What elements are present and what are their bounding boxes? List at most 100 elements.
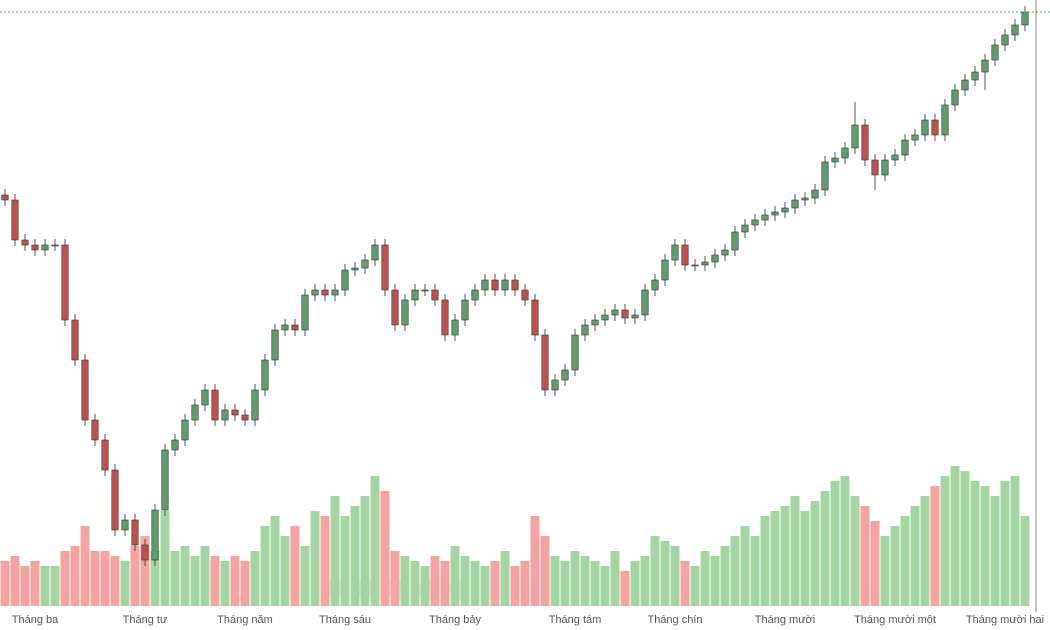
candle-body xyxy=(81,359,89,421)
volume-bar xyxy=(30,561,40,606)
volume-bar xyxy=(600,566,610,606)
candle-body xyxy=(521,289,529,301)
candle-body xyxy=(461,299,469,321)
candle-body xyxy=(51,244,59,247)
volume-bar xyxy=(790,496,800,606)
candle-body xyxy=(1001,34,1009,46)
x-tick-label: Tháng mười xyxy=(755,614,815,626)
candle-body xyxy=(851,124,859,149)
candle-body xyxy=(551,379,559,391)
candle-body xyxy=(71,319,79,361)
candle-body xyxy=(451,319,459,336)
x-tick-label: Tháng chín xyxy=(647,614,702,626)
volume-bar xyxy=(660,541,670,606)
candle-body xyxy=(911,134,919,141)
candle-body xyxy=(791,199,799,209)
candle-body xyxy=(331,289,339,296)
volume-bar xyxy=(10,556,20,606)
candle-body xyxy=(21,239,29,246)
volume-bar xyxy=(870,521,880,606)
volume-bar xyxy=(630,561,640,606)
volume-bar xyxy=(550,556,560,606)
volume-bar xyxy=(250,551,260,606)
candle-body xyxy=(311,289,319,296)
volume-bar xyxy=(100,551,110,606)
candle-body xyxy=(181,419,189,441)
candle-body xyxy=(321,289,329,296)
candle-body xyxy=(681,244,689,266)
candle-body xyxy=(771,211,779,216)
volume-bar xyxy=(370,476,380,606)
candle-body xyxy=(721,249,729,256)
volume-bar xyxy=(360,496,370,606)
candle-body xyxy=(271,329,279,361)
candle-body xyxy=(101,439,109,471)
volume-bar xyxy=(680,561,690,606)
volume-bar xyxy=(970,481,980,606)
candle-body xyxy=(831,157,839,163)
candle-body xyxy=(351,267,359,271)
candle-body xyxy=(711,254,719,263)
candle-body xyxy=(691,264,699,267)
volume-bar xyxy=(290,526,300,606)
candle-body xyxy=(511,279,519,291)
candle-body xyxy=(921,119,929,136)
volume-bar xyxy=(530,516,540,606)
x-tick-label: Tháng ba xyxy=(12,614,59,626)
volume-bar xyxy=(720,546,730,606)
candle-body xyxy=(971,71,979,81)
candle-body xyxy=(641,289,649,316)
candle-body xyxy=(191,404,199,421)
volume-bar xyxy=(450,546,460,606)
candle-body xyxy=(381,244,389,291)
candle-body xyxy=(601,314,609,321)
volume-bar xyxy=(560,561,570,606)
candle-body xyxy=(501,279,509,291)
volume-bar xyxy=(310,511,320,606)
candle-body xyxy=(151,509,159,561)
candle-body xyxy=(261,359,269,391)
volume-bar xyxy=(900,516,910,606)
candle-body xyxy=(201,389,209,406)
volume-bar xyxy=(460,556,470,606)
volume-bar xyxy=(470,561,480,606)
volume-bar xyxy=(520,561,530,606)
volume-bar xyxy=(50,566,60,606)
candle-body xyxy=(611,309,619,316)
candle-body xyxy=(841,147,849,159)
volume-bar xyxy=(110,556,120,606)
volume-bar xyxy=(170,551,180,606)
candle-body xyxy=(241,414,249,421)
candle-body xyxy=(231,409,239,416)
volume-bar xyxy=(20,566,30,606)
candle-body xyxy=(211,389,219,421)
candle-body xyxy=(761,214,769,221)
x-tick-label: Tháng năm xyxy=(217,614,273,626)
volume-bar xyxy=(590,561,600,606)
candle-layer xyxy=(0,6,1050,566)
candle-body xyxy=(341,269,349,291)
volume-bar xyxy=(390,551,400,606)
candle-body xyxy=(881,159,889,176)
volume-bar xyxy=(830,481,840,606)
volume-bar xyxy=(940,476,950,606)
volume-bar xyxy=(950,466,960,606)
volume-bar xyxy=(980,486,990,606)
candle-body xyxy=(821,161,829,191)
candle-body xyxy=(41,244,49,251)
candle-body xyxy=(701,261,709,266)
volume-bar xyxy=(860,506,870,606)
candle-body xyxy=(371,244,379,261)
candle-body xyxy=(481,279,489,291)
candle-body xyxy=(671,244,679,261)
volume-bar xyxy=(340,516,350,606)
candle-body xyxy=(91,419,99,441)
volume-bar xyxy=(280,536,290,606)
volume-bar xyxy=(490,561,500,606)
candle-body xyxy=(161,449,169,511)
volume-bar xyxy=(930,486,940,606)
volume-bar xyxy=(230,556,240,606)
volume-bar xyxy=(850,496,860,606)
x-tick-label: Tháng mười hai xyxy=(966,614,1044,626)
x-tick-label: Tháng bảy xyxy=(429,614,481,626)
